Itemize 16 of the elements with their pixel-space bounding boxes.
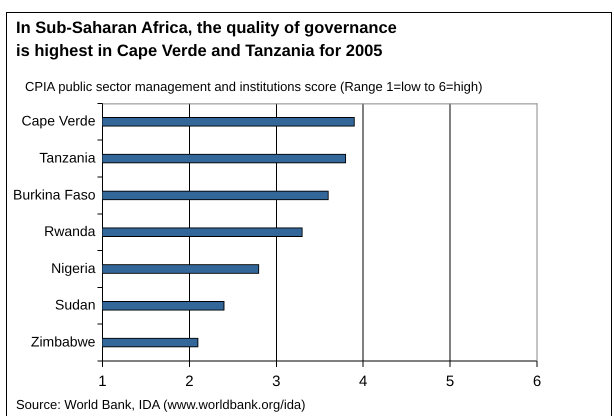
x-tick-label: 4 xyxy=(359,373,368,390)
y-tick-label: Zimbabwe xyxy=(30,333,96,350)
x-tick-label: 2 xyxy=(185,373,194,390)
y-tick-label: Tanzania xyxy=(39,149,96,166)
y-tick-label: Sudan xyxy=(55,296,96,313)
chart-subtitle: CPIA public sector management and institutions score (Range 1=low to 6=high) xyxy=(25,79,482,94)
x-tick-label: 1 xyxy=(98,373,107,390)
x-tick-label: 6 xyxy=(532,373,542,390)
y-tick-label: Nigeria xyxy=(51,260,96,276)
chart-title: In Sub-Saharan Africa, the quality of governance is highest in Cape Verde and Tanzania for 2005 xyxy=(16,18,397,62)
y-tick-label: Burkina Faso xyxy=(13,186,96,202)
x-tick-label: 5 xyxy=(446,373,454,390)
y-tick-label: Rwanda xyxy=(44,223,96,240)
y-tick-label: Cape Verde xyxy=(22,112,96,129)
x-tick-label: 3 xyxy=(272,373,280,390)
source-note: Source: World Bank, IDA (www.worldbank.org/ida) xyxy=(16,397,306,412)
